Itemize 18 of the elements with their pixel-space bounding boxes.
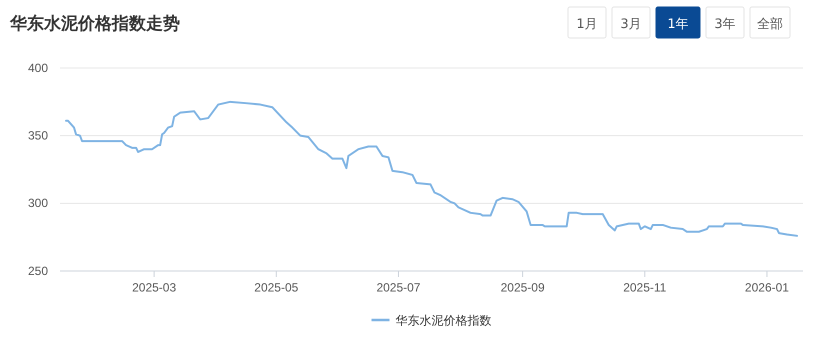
y-tick-label: 250: [28, 264, 48, 278]
range-button: 1月: [568, 6, 606, 38]
range-button: 全部: [750, 6, 790, 38]
range-button: 1年: [656, 6, 700, 38]
x-tick-label: 2025-11: [623, 280, 667, 295]
x-tick-label: 2025-03: [132, 280, 176, 295]
y-tick-label: 400: [28, 60, 48, 75]
x-tick-label: 2025-07: [376, 280, 421, 295]
legend-label: 华东水泥价格指数: [396, 314, 492, 328]
range-button: 3月: [612, 6, 650, 38]
y-tick-label: 300: [28, 196, 48, 210]
x-tick-label: 2025-09: [500, 280, 545, 295]
range-button: 3年: [706, 6, 744, 38]
x-tick-label: 2025-05: [254, 280, 299, 295]
line-series: [65, 100, 798, 237]
chart-title: 华东水泥价格指数走势: [9, 14, 180, 34]
y-tick-label: 350: [28, 128, 48, 143]
x-tick-label: 2026-01: [744, 280, 790, 295]
